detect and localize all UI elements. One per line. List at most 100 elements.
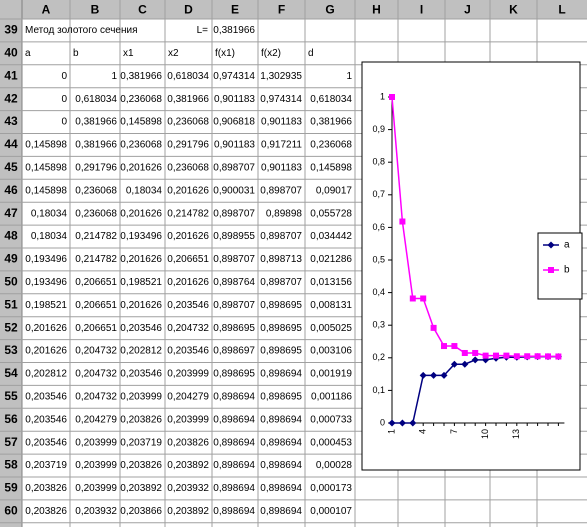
cell-value: 0,618034 bbox=[167, 71, 209, 82]
cell-value: 0,206651 bbox=[75, 300, 117, 311]
cell-value: 0,201626 bbox=[120, 208, 162, 219]
cell-value: 0,901183 bbox=[261, 117, 302, 128]
row-header[interactable]: 45 bbox=[4, 160, 18, 174]
row-header[interactable]: 54 bbox=[4, 366, 18, 380]
cell-value: 0,005025 bbox=[310, 323, 352, 334]
cell-value: 0,034442 bbox=[310, 231, 352, 242]
cell-value: 0,203892 bbox=[167, 460, 209, 471]
cell-value: 0,381966 bbox=[213, 25, 255, 36]
cell-value: 0,203999 bbox=[75, 483, 117, 494]
data-point bbox=[493, 352, 499, 359]
row-header-bar bbox=[0, 0, 22, 527]
cell-value: 0,206651 bbox=[75, 277, 117, 288]
row-header[interactable]: 60 bbox=[4, 504, 18, 518]
cell-value: 0,203546 bbox=[120, 323, 162, 334]
data-point bbox=[409, 295, 416, 302]
cell-value: 0,898694 bbox=[260, 460, 302, 471]
row-header[interactable]: 42 bbox=[4, 91, 18, 105]
cell-value: 0,000173 bbox=[310, 483, 352, 494]
row-header[interactable]: 52 bbox=[4, 320, 18, 334]
cell-value: 1 bbox=[111, 71, 117, 82]
cell-value: 0,203826 bbox=[120, 460, 162, 471]
data-point bbox=[451, 343, 458, 350]
cell-value: 0,901183 bbox=[214, 140, 255, 151]
x-tick-label: 13 bbox=[511, 429, 521, 439]
cell-value: 0 bbox=[61, 117, 67, 128]
cell-value: 0,203826 bbox=[167, 437, 209, 448]
data-point bbox=[409, 419, 417, 427]
data-point bbox=[503, 352, 510, 359]
row-header[interactable]: 49 bbox=[4, 252, 18, 266]
column-header[interactable]: H bbox=[372, 3, 381, 17]
column-header[interactable]: B bbox=[91, 3, 100, 17]
cell-value: 0,214782 bbox=[75, 254, 117, 265]
cell-value: 0,898707 bbox=[213, 208, 255, 219]
cell-value: 0,898697 bbox=[213, 346, 255, 357]
column-header[interactable]: I bbox=[420, 3, 423, 17]
cell-value: 0,203546 bbox=[25, 414, 67, 425]
cell-value: 0,203826 bbox=[25, 506, 67, 517]
row-header[interactable]: 43 bbox=[4, 114, 18, 128]
cell-value: 0,618034 bbox=[310, 94, 352, 105]
row-header[interactable]: 41 bbox=[4, 68, 18, 82]
legend-marker bbox=[547, 241, 555, 249]
row-header[interactable]: 56 bbox=[4, 412, 18, 426]
cell-value: 0,898707 bbox=[260, 277, 302, 288]
cell-value: 0,203719 bbox=[25, 460, 67, 471]
cell-value: 0,898764 bbox=[213, 277, 255, 288]
column-label: x2 bbox=[168, 48, 179, 59]
cell-value: 0,204732 bbox=[75, 369, 117, 380]
column-label: a bbox=[25, 48, 31, 59]
column-header[interactable]: K bbox=[509, 3, 518, 17]
column-header[interactable]: G bbox=[325, 3, 334, 17]
cell-value: 0,193496 bbox=[25, 254, 67, 265]
row-header[interactable]: 40 bbox=[4, 46, 18, 60]
cell-value: 0,204279 bbox=[167, 391, 209, 402]
column-label: f(x2) bbox=[261, 48, 281, 59]
row-header[interactable]: 44 bbox=[4, 137, 18, 151]
row-header[interactable]: 39 bbox=[4, 23, 18, 37]
column-header[interactable]: C bbox=[138, 3, 147, 17]
cell-value: 0,898713 bbox=[260, 254, 302, 265]
cell-value: 0,203932 bbox=[167, 483, 209, 494]
cell-value: 0,000107 bbox=[310, 506, 352, 517]
column-header[interactable]: L bbox=[558, 3, 565, 17]
cell-value: 0,201626 bbox=[120, 162, 162, 173]
cell-value: 0,236068 bbox=[75, 208, 117, 219]
row-header[interactable]: 55 bbox=[4, 389, 18, 403]
column-header[interactable]: F bbox=[278, 3, 285, 17]
cell-value: 0,201626 bbox=[120, 254, 162, 265]
row-header[interactable]: 57 bbox=[4, 435, 18, 449]
row-header[interactable]: 50 bbox=[4, 275, 18, 289]
row-header[interactable]: 46 bbox=[4, 183, 18, 197]
cell-value: 0,201626 bbox=[120, 300, 162, 311]
row-header[interactable]: 51 bbox=[4, 297, 18, 311]
cell-value: 0,900031 bbox=[213, 185, 255, 196]
x-tick-label: 7 bbox=[449, 429, 459, 434]
cell-value: 0,198521 bbox=[25, 300, 67, 311]
cell-value: 0,974314 bbox=[260, 94, 302, 105]
row-header[interactable]: 59 bbox=[4, 481, 18, 495]
column-header[interactable]: A bbox=[42, 3, 51, 17]
cell-value: 0,203546 bbox=[25, 391, 67, 402]
row-header[interactable]: 48 bbox=[4, 229, 18, 243]
cell-label: L= bbox=[197, 25, 209, 36]
row-header[interactable]: 47 bbox=[4, 206, 18, 220]
cell-value: 0,898694 bbox=[260, 369, 302, 380]
data-point bbox=[513, 353, 520, 360]
x-tick-label: 1 bbox=[386, 429, 396, 434]
column-header[interactable]: E bbox=[231, 3, 239, 17]
cell-value: 0,898694 bbox=[260, 506, 302, 517]
cell-value: 0,898707 bbox=[260, 185, 302, 196]
cell-value: 0,203999 bbox=[120, 391, 162, 402]
row-header[interactable]: 53 bbox=[4, 343, 18, 357]
row-header[interactable]: 58 bbox=[4, 458, 18, 472]
cell-value: 0,000733 bbox=[310, 414, 352, 425]
cell-value: 0,381966 bbox=[75, 140, 117, 151]
cell-value: 0,898707 bbox=[213, 254, 255, 265]
cell-value: 0,898694 bbox=[213, 414, 255, 425]
cell-value: 0,203892 bbox=[167, 506, 209, 517]
column-header[interactable]: D bbox=[184, 3, 193, 17]
column-header[interactable]: J bbox=[464, 3, 471, 17]
cell-value: 0,000453 bbox=[310, 437, 352, 448]
